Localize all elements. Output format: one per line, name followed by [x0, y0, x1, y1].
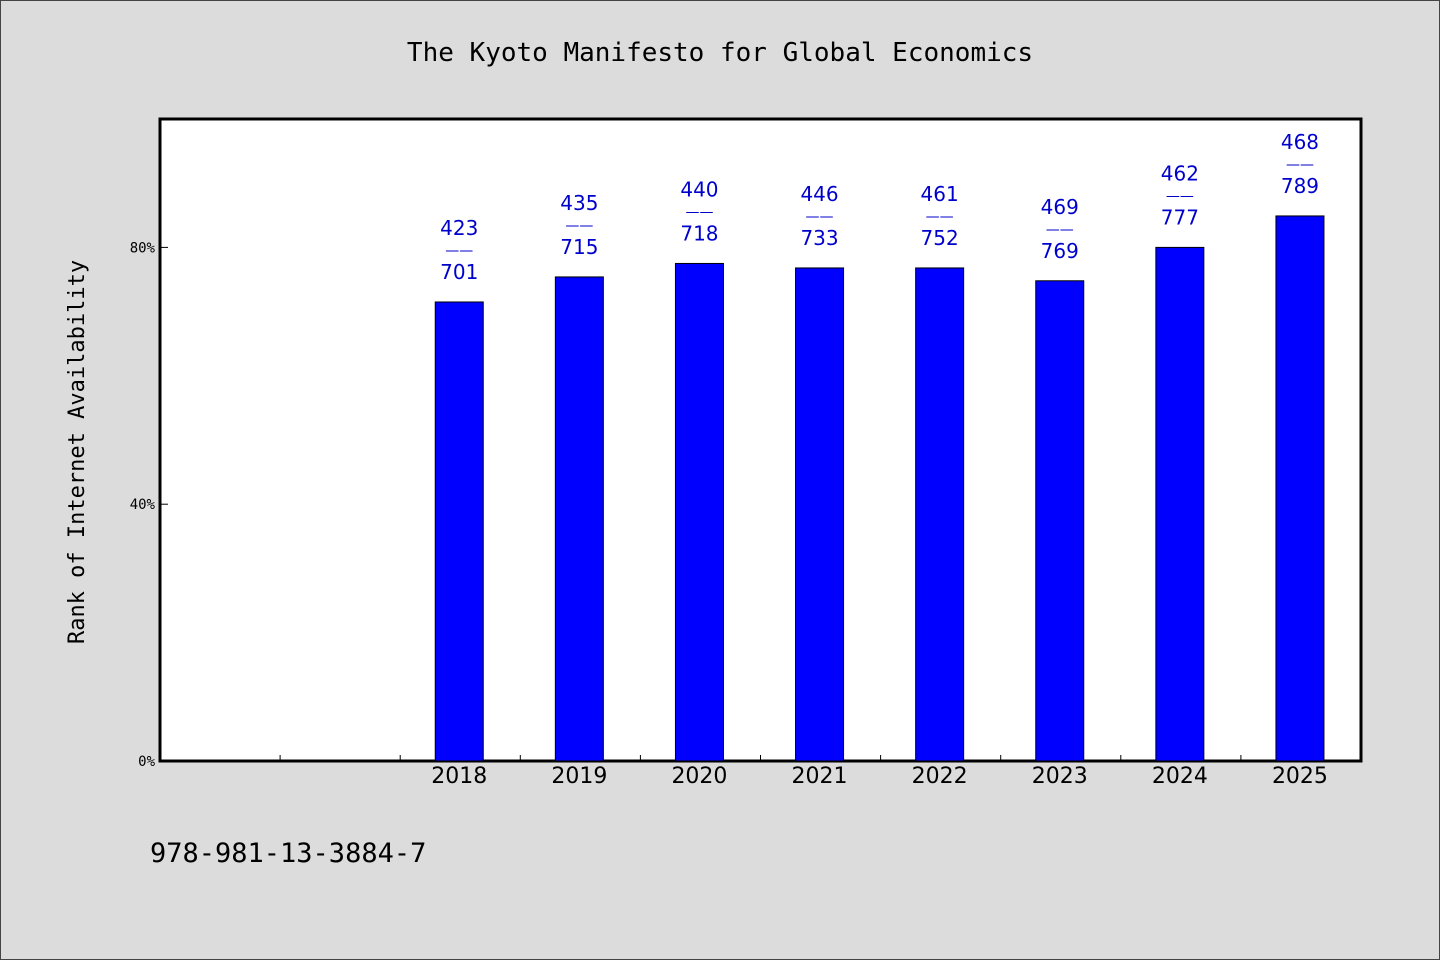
y-tick-label: 40% — [130, 497, 156, 513]
data-label-bottom: 733 — [800, 226, 838, 250]
data-label-bottom: 752 — [921, 226, 959, 250]
data-label-bottom: 777 — [1161, 205, 1199, 229]
data-label-bottom: 715 — [560, 235, 598, 259]
data-label-separator: —— — [1166, 188, 1194, 204]
footer-isbn: 978-981-13-3884-7 — [150, 838, 426, 869]
data-label-bottom: 718 — [680, 221, 718, 245]
data-label-top: 435 — [560, 191, 598, 215]
data-label-top: 469 — [1041, 195, 1079, 219]
x-tick-label: 2019 — [551, 764, 607, 789]
bar-2022 — [915, 267, 965, 762]
x-tick-label: 2020 — [671, 764, 727, 789]
bar-2025 — [1275, 215, 1325, 762]
data-label-bottom: 769 — [1041, 239, 1079, 263]
data-label-separator: —— — [1286, 157, 1314, 173]
data-label-separator: —— — [1046, 222, 1074, 238]
data-label-bottom: 701 — [440, 260, 478, 284]
bar-2024 — [1155, 246, 1205, 762]
x-tick-label: 2018 — [431, 764, 487, 789]
chart-title: The Kyoto Manifesto for Global Economics — [407, 38, 1033, 68]
data-label-top: 468 — [1281, 130, 1319, 154]
data-label-top: 446 — [800, 182, 838, 206]
data-label-separator: —— — [445, 243, 473, 259]
data-label-bottom: 789 — [1281, 174, 1319, 198]
data-label-separator: —— — [565, 218, 593, 234]
data-label-top: 440 — [680, 177, 718, 201]
x-tick-label: 2022 — [912, 764, 968, 789]
data-label-separator: —— — [926, 209, 954, 225]
data-label-top: 461 — [921, 182, 959, 206]
x-tick-label: 2021 — [792, 764, 848, 789]
bar-2023 — [1035, 280, 1085, 762]
y-tick-label: 0% — [138, 754, 155, 770]
x-tick-label: 2025 — [1272, 764, 1328, 789]
y-axis-label: Rank of Internet Availability — [65, 260, 90, 644]
x-tick-label: 2024 — [1152, 764, 1208, 789]
bar-2020 — [674, 262, 724, 762]
bar-2019 — [554, 276, 604, 762]
x-tick-label: 2023 — [1032, 764, 1088, 789]
bar-2021 — [795, 267, 845, 762]
y-tick-label: 80% — [130, 240, 156, 256]
data-label-top: 462 — [1161, 161, 1199, 185]
data-label-separator: —— — [685, 204, 713, 220]
bar-2018 — [434, 301, 484, 762]
data-label-top: 423 — [440, 216, 478, 240]
data-label-separator: —— — [806, 209, 834, 225]
